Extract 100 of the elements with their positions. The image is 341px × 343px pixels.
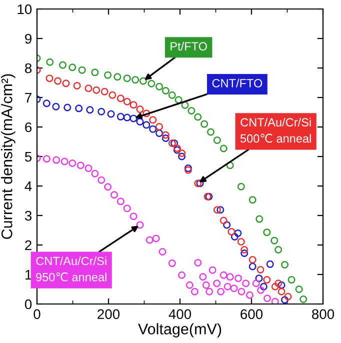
point — [280, 296, 288, 304]
point — [248, 196, 256, 204]
point — [220, 144, 228, 152]
point — [274, 280, 282, 288]
point — [200, 120, 208, 128]
point — [213, 136, 221, 144]
point — [91, 170, 99, 178]
point — [188, 107, 196, 115]
x-tick-label: 0 — [34, 309, 40, 320]
y-tick-label: 4 — [24, 181, 32, 192]
point — [91, 68, 99, 76]
point — [178, 271, 186, 279]
point — [186, 281, 194, 289]
point — [139, 77, 147, 85]
point — [123, 98, 131, 106]
y-tick-label: 8 — [25, 63, 32, 74]
point — [263, 294, 271, 302]
point — [216, 206, 224, 214]
point — [260, 282, 268, 290]
point — [202, 281, 210, 289]
point — [246, 291, 254, 299]
point — [288, 276, 296, 284]
x-tick-label: 200 — [98, 309, 120, 320]
point — [190, 288, 198, 296]
point — [256, 266, 264, 274]
point — [278, 288, 286, 296]
point — [284, 292, 292, 300]
point — [271, 298, 279, 304]
point — [100, 88, 108, 96]
point — [162, 131, 170, 139]
point — [142, 121, 150, 129]
point — [123, 74, 131, 82]
point — [199, 273, 207, 281]
text: CNT/Au/Cr/Si 500℃ anneal — [240, 118, 311, 143]
y-tick-label: 2 — [25, 240, 32, 250]
point — [263, 276, 271, 284]
point — [84, 84, 92, 92]
point — [271, 282, 279, 290]
point — [107, 110, 115, 118]
point — [278, 281, 286, 289]
point — [158, 248, 166, 256]
x-axis-title: Voltage(mV) — [138, 323, 222, 338]
point — [156, 82, 164, 90]
y-tick-label: 3 — [24, 210, 32, 221]
point — [240, 250, 248, 258]
point — [208, 266, 216, 274]
point — [142, 110, 150, 118]
point — [178, 150, 186, 158]
point — [220, 216, 228, 224]
point — [136, 106, 144, 114]
point — [123, 114, 131, 122]
point — [46, 58, 54, 66]
point — [104, 183, 112, 191]
point — [149, 125, 157, 133]
point — [220, 271, 228, 279]
point — [162, 86, 170, 94]
point — [116, 94, 124, 102]
point — [168, 260, 176, 268]
point — [104, 71, 112, 79]
text: Pt/FTO — [170, 42, 207, 51]
y-axis-title: Current density(mA/cm²) — [1, 74, 16, 239]
point — [156, 122, 164, 130]
point — [228, 228, 236, 236]
point — [170, 139, 178, 147]
point — [194, 258, 202, 266]
point — [257, 286, 265, 294]
point — [152, 234, 160, 242]
point — [168, 91, 176, 99]
text: CNT/Au/Cr/Si 950℃ anneal — [36, 256, 106, 282]
point — [114, 73, 122, 81]
point — [206, 128, 214, 136]
point — [46, 74, 54, 82]
x-tick-label: 800 — [312, 309, 334, 320]
point — [240, 246, 248, 254]
point — [42, 100, 50, 108]
point — [242, 280, 250, 288]
point — [98, 176, 106, 184]
y-tick-label: 1 — [25, 270, 32, 280]
point — [230, 232, 238, 240]
point — [92, 86, 100, 94]
point — [60, 158, 68, 166]
point — [263, 228, 271, 236]
point — [223, 221, 231, 229]
point — [168, 139, 176, 147]
point — [136, 118, 144, 126]
point — [130, 212, 138, 220]
point — [226, 273, 234, 281]
point — [234, 229, 242, 237]
y-tick-label: 6 — [25, 122, 32, 132]
point — [206, 288, 214, 296]
point — [248, 262, 256, 270]
point — [78, 66, 86, 74]
point — [213, 206, 221, 214]
point — [136, 221, 144, 229]
point — [181, 101, 189, 109]
point — [64, 104, 72, 112]
point — [110, 191, 118, 199]
point — [42, 155, 50, 163]
point — [213, 280, 221, 288]
point — [300, 296, 308, 304]
